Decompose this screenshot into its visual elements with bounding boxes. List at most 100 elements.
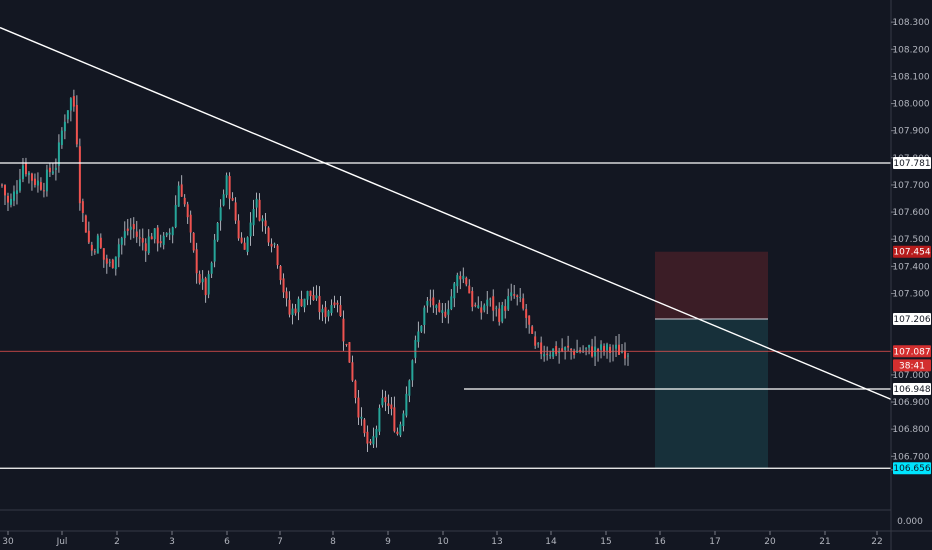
candle-body bbox=[339, 305, 342, 316]
candle-body bbox=[42, 190, 45, 192]
candle-body bbox=[381, 397, 384, 406]
candle-body bbox=[210, 262, 213, 274]
candle-body bbox=[273, 243, 276, 245]
horizontal-levels[interactable] bbox=[0, 162, 891, 469]
candle-body bbox=[186, 204, 189, 218]
price-tag-label: 106.656 bbox=[893, 464, 930, 474]
candle-body bbox=[384, 396, 387, 403]
candle-body bbox=[192, 232, 195, 251]
candle-body bbox=[468, 285, 471, 294]
candle-body bbox=[243, 242, 246, 250]
candle-body bbox=[180, 184, 183, 197]
candle-body bbox=[516, 295, 519, 297]
x-tick-label: 7 bbox=[277, 537, 283, 547]
candle-body bbox=[315, 295, 318, 299]
x-tick-label: 6 bbox=[224, 537, 230, 547]
candle-body bbox=[624, 350, 627, 359]
price-tag-bg bbox=[893, 345, 931, 358]
candle-body bbox=[66, 110, 69, 120]
x-tick-label: 16 bbox=[654, 537, 666, 547]
candle-body bbox=[288, 299, 291, 315]
price-tags: 107.781 107.454 107.206 107.087 38:41 106.948… bbox=[893, 156, 931, 475]
candle-body bbox=[423, 307, 426, 325]
candle-body bbox=[87, 230, 90, 243]
candle-body bbox=[78, 146, 81, 204]
candle-body bbox=[447, 309, 450, 315]
y-tick-label: 107.400 bbox=[892, 262, 929, 272]
candle-body bbox=[96, 235, 99, 254]
candle-body bbox=[600, 344, 603, 350]
candle-body bbox=[522, 298, 525, 309]
y-tick-label: 107.300 bbox=[892, 289, 929, 299]
candle-body bbox=[270, 243, 273, 247]
y-tick-label: 106.900 bbox=[892, 398, 929, 408]
candle-body bbox=[396, 431, 399, 434]
price-tag-label: 107.206 bbox=[893, 315, 930, 325]
candle-body bbox=[198, 274, 201, 283]
price-tag-label: 107.454 bbox=[893, 248, 930, 258]
price-tag-bg bbox=[893, 359, 931, 372]
candle-body bbox=[351, 362, 354, 381]
candle-body bbox=[120, 238, 123, 245]
candle-body bbox=[171, 227, 174, 236]
candle-body bbox=[21, 165, 24, 180]
x-tick-label: 15 bbox=[600, 537, 611, 547]
x-tick-label: 21 bbox=[819, 537, 830, 547]
candle-body bbox=[36, 180, 39, 186]
candle-body bbox=[24, 162, 27, 175]
candle-series bbox=[1, 89, 629, 452]
candle-body bbox=[246, 237, 249, 252]
candle-body bbox=[483, 305, 486, 311]
candle-body bbox=[6, 195, 9, 203]
candle-body bbox=[441, 310, 444, 314]
time-axis[interactable]: 30 Jul 2 3 6 7 8 9 10 13 14 15 16 17 20 21 22 bbox=[2, 531, 883, 547]
candle-body bbox=[450, 296, 453, 310]
candle-body bbox=[435, 305, 438, 308]
candle-body bbox=[618, 344, 621, 355]
price-tag-bg bbox=[893, 245, 931, 258]
candle-body bbox=[54, 167, 57, 171]
candle-body bbox=[126, 228, 129, 231]
candle-body bbox=[549, 354, 552, 357]
trendline-group[interactable] bbox=[0, 26, 892, 400]
candle-body bbox=[306, 291, 309, 300]
candle-body bbox=[615, 344, 618, 349]
price-tag-bg bbox=[893, 382, 931, 395]
candle-body bbox=[27, 172, 30, 176]
candle-body bbox=[207, 274, 210, 295]
x-tick-label: 10 bbox=[437, 537, 449, 547]
candle-body bbox=[195, 249, 198, 274]
y-tick-label: 108.100 bbox=[892, 72, 929, 82]
candle-body bbox=[150, 236, 153, 240]
candle-body bbox=[30, 173, 33, 181]
candle-body bbox=[372, 436, 375, 445]
candle-body bbox=[318, 295, 321, 313]
candle-body bbox=[99, 237, 102, 248]
candle-body bbox=[429, 299, 432, 301]
candle-body bbox=[417, 331, 420, 342]
candle-body bbox=[129, 226, 132, 230]
candle-body bbox=[495, 307, 498, 309]
candle-body bbox=[312, 295, 315, 300]
candle-body bbox=[375, 428, 378, 438]
candle-body bbox=[510, 292, 513, 297]
price-tag-bg bbox=[893, 156, 931, 169]
candle-body bbox=[528, 315, 531, 325]
candle-body bbox=[558, 350, 561, 353]
candle-body bbox=[456, 274, 459, 287]
candle-body bbox=[525, 309, 528, 318]
candle-body bbox=[183, 197, 186, 205]
candle-body bbox=[90, 244, 93, 251]
candle-body bbox=[285, 291, 288, 299]
candle-body bbox=[174, 205, 177, 228]
y-tick-label: 107.000 bbox=[892, 371, 929, 381]
candle-body bbox=[462, 275, 465, 280]
candle-body bbox=[9, 198, 12, 205]
candle-body bbox=[18, 179, 21, 191]
candle-body bbox=[144, 243, 147, 252]
candle-body bbox=[543, 354, 546, 357]
candle-body bbox=[138, 237, 141, 239]
candle-body bbox=[1, 184, 3, 186]
